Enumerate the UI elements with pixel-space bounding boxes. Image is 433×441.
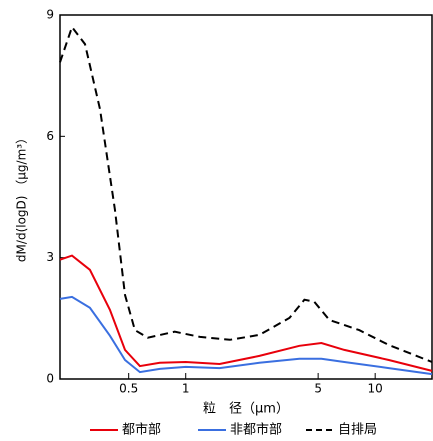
legend-label: 都市部 <box>122 422 161 438</box>
plot-frame <box>59 14 433 380</box>
x-tick-label: 5 <box>314 382 322 396</box>
series-line <box>59 25 433 363</box>
y-tick-label: 0 <box>46 372 54 386</box>
y-tick-label: 3 <box>46 250 54 264</box>
series-line <box>59 295 433 376</box>
x-axis-label: 粒 径（μm） <box>203 402 289 417</box>
legend-label: 非都市部 <box>230 422 282 438</box>
series-line <box>59 254 433 372</box>
y-axis-label: dM/d(logD) （μg/m³） <box>15 132 29 262</box>
y-tick-label: 6 <box>46 129 54 143</box>
x-tick-label: 1 <box>182 382 190 396</box>
legend-label: 自排局 <box>338 423 377 438</box>
x-tick-label: 0.5 <box>119 382 138 396</box>
x-tick-label: 10 <box>368 382 383 396</box>
y-tick-label: 9 <box>46 8 54 22</box>
